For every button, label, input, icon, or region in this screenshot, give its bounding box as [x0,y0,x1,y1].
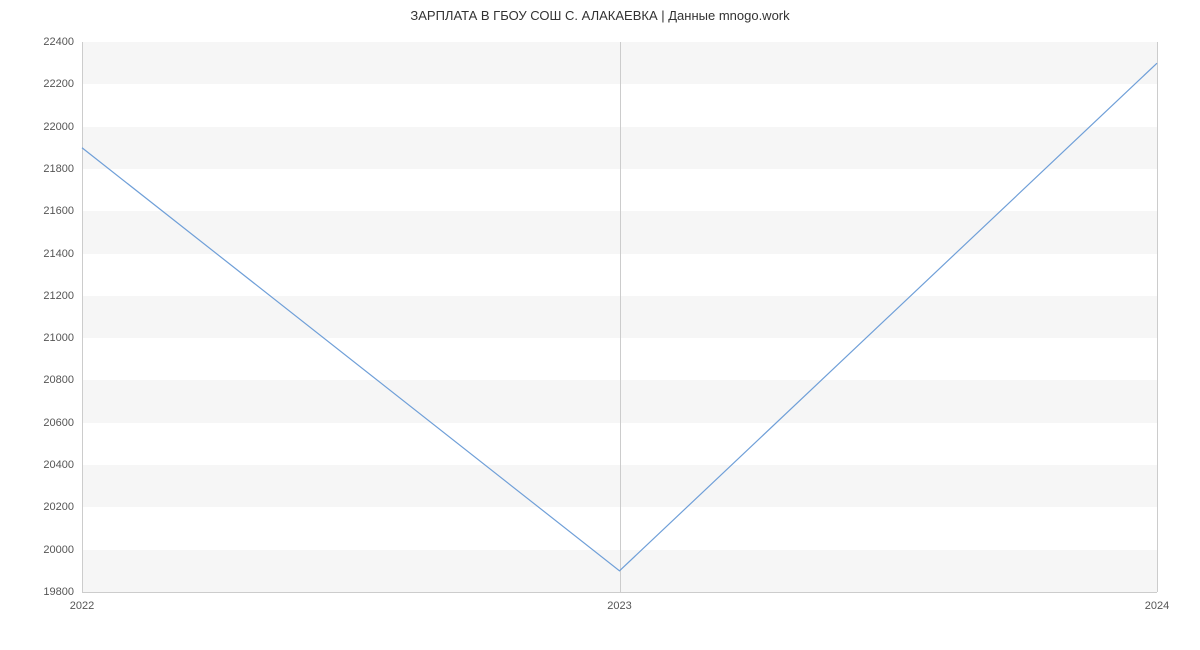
ytick-label: 21200 [14,290,74,302]
ytick-label: 20800 [14,374,74,386]
chart-title: ЗАРПЛАТА В ГБОУ СОШ С. АЛАКАЕВКА | Данны… [0,8,1200,23]
ytick-label: 21400 [14,248,74,260]
ytick-label: 22400 [14,36,74,48]
ytick-label: 22000 [14,121,74,133]
ytick-label: 20200 [14,501,74,513]
ytick-label: 19800 [14,586,74,598]
xtick-label: 2023 [607,600,631,612]
series-line [82,42,1157,592]
ytick-label: 21600 [14,205,74,217]
xtick-label: 2024 [1145,600,1169,612]
grid-vline [1157,42,1158,592]
x-axis-line [82,592,1157,593]
plot-area [82,42,1157,592]
ytick-label: 20000 [14,544,74,556]
xtick-label: 2022 [70,600,94,612]
ytick-label: 22200 [14,78,74,90]
ytick-label: 20400 [14,459,74,471]
salary-chart: ЗАРПЛАТА В ГБОУ СОШ С. АЛАКАЕВКА | Данны… [0,0,1200,650]
ytick-label: 20600 [14,417,74,429]
ytick-label: 21800 [14,163,74,175]
ytick-label: 21000 [14,332,74,344]
